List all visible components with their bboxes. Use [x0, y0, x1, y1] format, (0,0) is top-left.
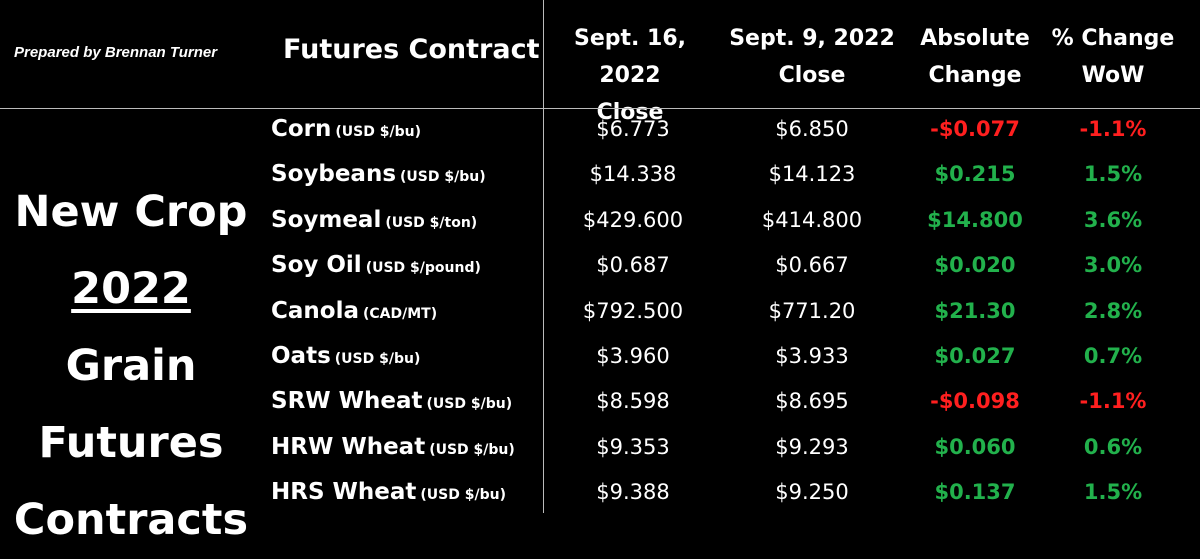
- pct-change-value: 3.0%: [1083, 253, 1143, 278]
- absolute-change-value: $0.060: [934, 434, 1016, 459]
- contract-unit: (USD $/bu): [334, 351, 421, 367]
- absolute-change-value: $14.800: [927, 207, 1023, 232]
- side-title: New Crop 2022 Grain Futures Contracts: [0, 174, 262, 559]
- contract-unit: (USD $/pound): [365, 260, 481, 277]
- pct-change-value: 3.6%: [1083, 207, 1143, 232]
- sept9-close-value: $14.123: [768, 162, 856, 187]
- sept16-close-value: $14.338: [589, 162, 677, 187]
- contract-unit: (USD $/bu): [420, 487, 506, 504]
- absolute-change-value: $0.137: [934, 480, 1016, 505]
- header-abs-line2: Change: [928, 63, 1022, 88]
- header-divider: [0, 108, 1200, 109]
- contract-unit: (USD $/ton): [385, 214, 478, 231]
- side-title-grain: Grain: [65, 341, 197, 391]
- contract-label: HRS Wheat: [271, 479, 417, 506]
- contract-name: Soymeal (USD $/ton): [271, 207, 477, 233]
- absolute-change-value: $21.30: [934, 298, 1016, 323]
- absolute-change-value: $0.020: [934, 253, 1016, 278]
- side-title-year: 2022: [71, 264, 191, 314]
- pct-change-value: 1.5%: [1083, 162, 1143, 187]
- contract-label: Soy Oil: [271, 252, 362, 279]
- pct-change-value: 2.8%: [1083, 298, 1143, 323]
- contract-label: Oats: [271, 343, 331, 369]
- header-sept9-close: Sept. 9, 2022 Close: [727, 20, 897, 94]
- sept9-close-value: $9.293: [775, 434, 849, 459]
- pct-change-value: -1.1%: [1079, 117, 1147, 141]
- header-pct-line1: % Change: [1051, 26, 1175, 51]
- contract-name: Soybeans (USD $/bu): [271, 161, 486, 187]
- sept9-close-value: $3.933: [775, 344, 849, 368]
- contract-label: SRW Wheat: [271, 388, 423, 415]
- header-sept16-close: Sept. 16, 2022 Close: [545, 20, 715, 131]
- column-divider: [543, 0, 544, 513]
- table-row: Corn (USD $/bu) $6.773 $6.850 -$0.077 -1.1%: [0, 116, 1200, 161]
- absolute-change-value: $0.215: [934, 162, 1016, 187]
- contract-name: HRS Wheat (USD $/bu): [271, 479, 506, 505]
- contract-label: HRW Wheat: [271, 433, 426, 460]
- header-pct-line2: WoW: [1081, 63, 1145, 88]
- contract-label: Soymeal: [271, 206, 382, 233]
- sept16-close-value: $0.687: [596, 253, 670, 278]
- contract-name: SRW Wheat (USD $/bu): [271, 388, 512, 414]
- contract-name: Corn (USD $/bu): [271, 116, 421, 142]
- pct-change-value: -1.1%: [1079, 389, 1147, 414]
- sept9-close-value: $414.800: [761, 207, 863, 232]
- sept16-close-value: $9.388: [596, 480, 670, 505]
- header-sept16-line1: Sept. 16, 2022: [573, 26, 687, 88]
- sept16-close-value: $6.773: [596, 117, 670, 141]
- contract-unit: (USD $/bu): [429, 441, 515, 458]
- author-credit: Prepared by Brennan Turner: [14, 44, 218, 61]
- contract-name: Oats (USD $/bu): [271, 343, 420, 369]
- contract-label: Canola: [271, 297, 359, 324]
- sept16-close-value: $3.960: [596, 344, 670, 368]
- contract-unit: (USD $/bu): [400, 169, 486, 186]
- contract-unit: (CAD/MT): [362, 305, 438, 322]
- sept9-close-value: $0.667: [775, 253, 849, 278]
- contract-unit: (USD $/bu): [426, 396, 513, 413]
- table-row: Soybeans (USD $/bu) $14.338 $14.123 $0.215 1.…: [0, 161, 1200, 206]
- sept9-close-value: $6.850: [775, 117, 849, 141]
- pct-change-value: 0.7%: [1083, 344, 1143, 368]
- table-row: SRW Wheat (USD $/bu) $8.598 $8.695 -$0.098 -1…: [0, 388, 1200, 433]
- sept16-close-value: $792.500: [582, 298, 684, 323]
- sept16-close-value: $429.600: [582, 207, 684, 232]
- pct-change-value: 0.6%: [1083, 434, 1143, 459]
- table-row: Soy Oil (USD $/pound) $0.687 $0.667 $0.020 3.…: [0, 252, 1200, 297]
- header-futures-contract: Futures Contract: [283, 34, 540, 65]
- side-title-line3: Futures: [38, 418, 224, 468]
- contract-name: Soy Oil (USD $/pound): [271, 252, 481, 278]
- table-row: Soymeal (USD $/ton) $429.600 $414.800 $14.80…: [0, 207, 1200, 252]
- header-sept16-line2: Close: [596, 100, 664, 125]
- header-sept9-line2: Close: [778, 63, 846, 88]
- pct-change-value: 1.5%: [1083, 480, 1143, 505]
- sept16-close-value: $8.598: [596, 389, 670, 414]
- contract-name: Canola (CAD/MT): [271, 298, 437, 324]
- header-absolute-change: Absolute Change: [895, 20, 1055, 94]
- contract-unit: (USD $/bu): [335, 124, 421, 140]
- table-row: Canola (CAD/MT) $792.500 $771.20 $21.30 2.8%: [0, 298, 1200, 343]
- table-row: Oats (USD $/bu) $3.960 $3.933 $0.027 0.7%: [0, 343, 1200, 388]
- header-pct-change: % Change WoW: [1043, 20, 1183, 94]
- sept16-close-value: $9.353: [596, 434, 670, 459]
- contract-name: HRW Wheat (USD $/bu): [271, 434, 515, 460]
- contract-label: Corn: [271, 116, 332, 142]
- side-title-line2: 2022 Grain: [0, 251, 262, 405]
- header-abs-line1: Absolute: [920, 26, 1030, 51]
- table-row: HRW Wheat (USD $/bu) $9.353 $9.293 $0.060 0.6…: [0, 434, 1200, 479]
- sept9-close-value: $8.695: [775, 389, 849, 414]
- absolute-change-value: $0.027: [934, 344, 1016, 368]
- sept9-close-value: $9.250: [775, 480, 849, 505]
- absolute-change-value: -$0.098: [930, 389, 1020, 414]
- absolute-change-value: -$0.077: [930, 117, 1020, 141]
- sept9-close-value: $771.20: [768, 298, 856, 323]
- table-row: HRS Wheat (USD $/bu) $9.388 $9.250 $0.137 1.5…: [0, 479, 1200, 524]
- header-sept9-line1: Sept. 9, 2022: [729, 26, 895, 51]
- contract-label: Soybeans: [271, 161, 397, 188]
- side-title-line1: New Crop: [14, 187, 248, 237]
